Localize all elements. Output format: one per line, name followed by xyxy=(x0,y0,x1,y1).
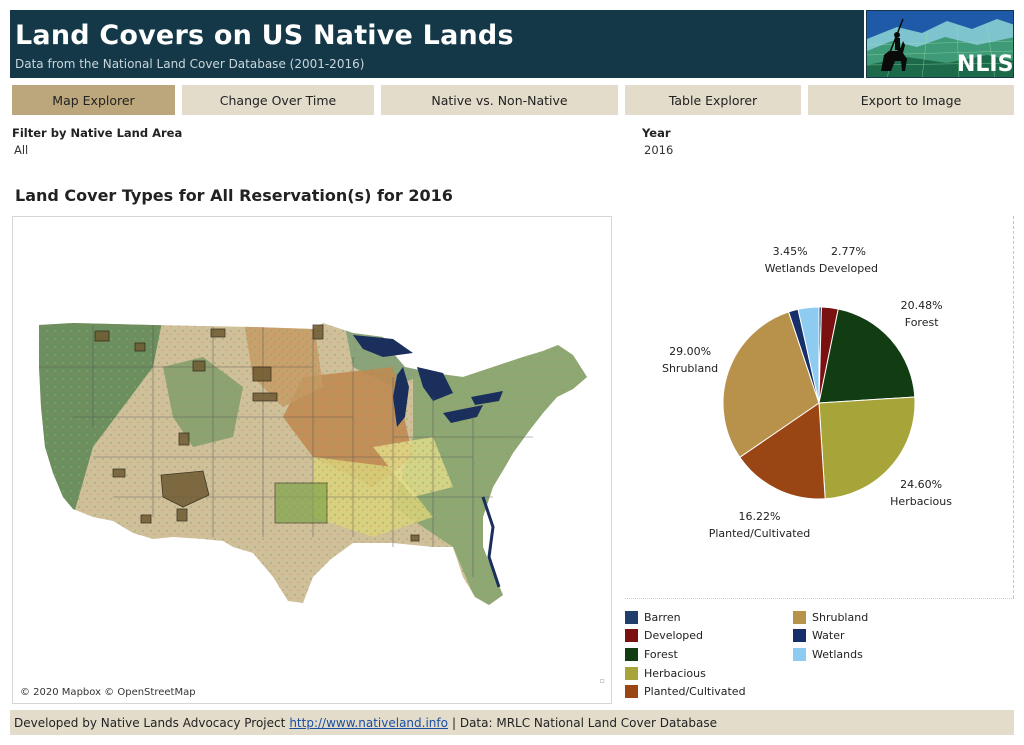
legend-item-water[interactable]: Water xyxy=(793,629,845,643)
footer-source: | Data: MRLC National Land Cover Databas… xyxy=(451,715,718,730)
tab-change-over-time[interactable]: Change Over Time xyxy=(182,85,374,115)
pie-chart-panel: 2.77% Developed 20.48% Forest 24.60% Herbacio… xyxy=(625,216,1014,598)
pie-label-wetlands: 3.45% Wetlands xyxy=(764,244,816,275)
pie-slice-planted-cultivated[interactable] xyxy=(739,402,826,500)
pie-label-developed: 2.77% Developed xyxy=(818,244,878,275)
legend-item-shrubland[interactable]: Shrubland xyxy=(793,610,868,624)
page-subtitle: Data from the National Land Cover Databa… xyxy=(15,57,365,71)
land-cover-map[interactable]: © 2020 Mapbox © OpenStreetMap ▫ xyxy=(12,216,612,704)
legend-label: Shrubland xyxy=(812,610,869,624)
legend-label: Herbacious xyxy=(644,666,706,680)
header-banner: Land Covers on US Native Lands Data from… xyxy=(10,10,864,78)
legend-swatch xyxy=(793,647,806,661)
tab-export-to-image[interactable]: Export to Image xyxy=(808,85,1014,115)
section-title: Land Cover Types for All Reservation(s) … xyxy=(15,186,453,205)
year-filter[interactable]: 2016 xyxy=(644,143,674,157)
legend-item-barren[interactable]: Barren xyxy=(625,610,681,624)
us-landmass xyxy=(39,323,587,605)
pie-slice-herbacious[interactable] xyxy=(818,396,916,500)
legend-label: Developed xyxy=(644,629,704,643)
legend-swatch xyxy=(625,666,638,680)
great-lakes xyxy=(353,335,503,427)
tab-native-vs-non-native[interactable]: Native vs. Non-Native xyxy=(381,85,618,115)
pie-slice-shrubland[interactable] xyxy=(722,311,820,458)
legend-item-wetlands[interactable]: Wetlands xyxy=(793,647,863,661)
native-land-area-filter-label: Filter by Native Land Area xyxy=(12,126,183,140)
page-title: Land Covers on US Native Lands xyxy=(15,20,514,51)
footer-credit: Developed by Native Lands Advocacy Proje… xyxy=(14,715,286,730)
legend-swatch xyxy=(625,685,638,699)
footer-link[interactable]: http://www.nativeland.info xyxy=(289,715,448,730)
legend-swatch xyxy=(625,629,638,643)
legend-label: Water xyxy=(812,629,845,643)
year-filter-label: Year xyxy=(642,126,671,140)
pie-label-forest: 20.48% Forest xyxy=(900,298,943,329)
legend-label: Forest xyxy=(644,647,678,661)
tab-table-explorer[interactable]: Table Explorer xyxy=(625,85,801,115)
native-land-area-filter[interactable]: All xyxy=(14,143,29,157)
legend-item-forest[interactable]: Forest xyxy=(625,647,678,661)
logo-text: NLIS xyxy=(957,52,1013,77)
pie-label-planted-cultivated: 16.22% Planted/Cultivated xyxy=(708,510,811,541)
legend-item-developed[interactable]: Developed xyxy=(625,629,703,643)
reservation-outlines xyxy=(94,324,420,542)
footer: Developed by Native Lands Advocacy Proje… xyxy=(10,710,1014,735)
legend-swatch xyxy=(793,629,806,643)
coastline-water xyxy=(481,496,501,588)
nlis-logo: NLIS xyxy=(866,10,1014,78)
pie-slice-forest[interactable] xyxy=(818,308,916,404)
legend-label: Barren xyxy=(644,610,681,624)
pie-label-herbacious: 24.60% Herbacious xyxy=(890,477,952,508)
pie-label-shrubland: 29.00% Shrubland xyxy=(661,344,719,375)
legend-swatch xyxy=(625,647,638,661)
legend-item-planted-cultivated[interactable]: Planted/Cultivated xyxy=(625,685,746,699)
legend-swatch xyxy=(625,610,638,624)
mapbox-icon: ▫ xyxy=(599,676,605,685)
pie-slice-wetlands[interactable] xyxy=(797,306,820,404)
legend-swatch xyxy=(793,610,806,624)
map-attribution[interactable]: © 2020 Mapbox © OpenStreetMap xyxy=(20,687,196,698)
legend-label: Wetlands xyxy=(812,647,863,661)
tab-map-explorer[interactable]: Map Explorer xyxy=(12,85,175,115)
legend-label: Planted/Cultivated xyxy=(644,685,746,699)
pie-chart[interactable] xyxy=(625,216,1014,598)
legend-item-herbacious[interactable]: Herbacious xyxy=(625,666,706,680)
